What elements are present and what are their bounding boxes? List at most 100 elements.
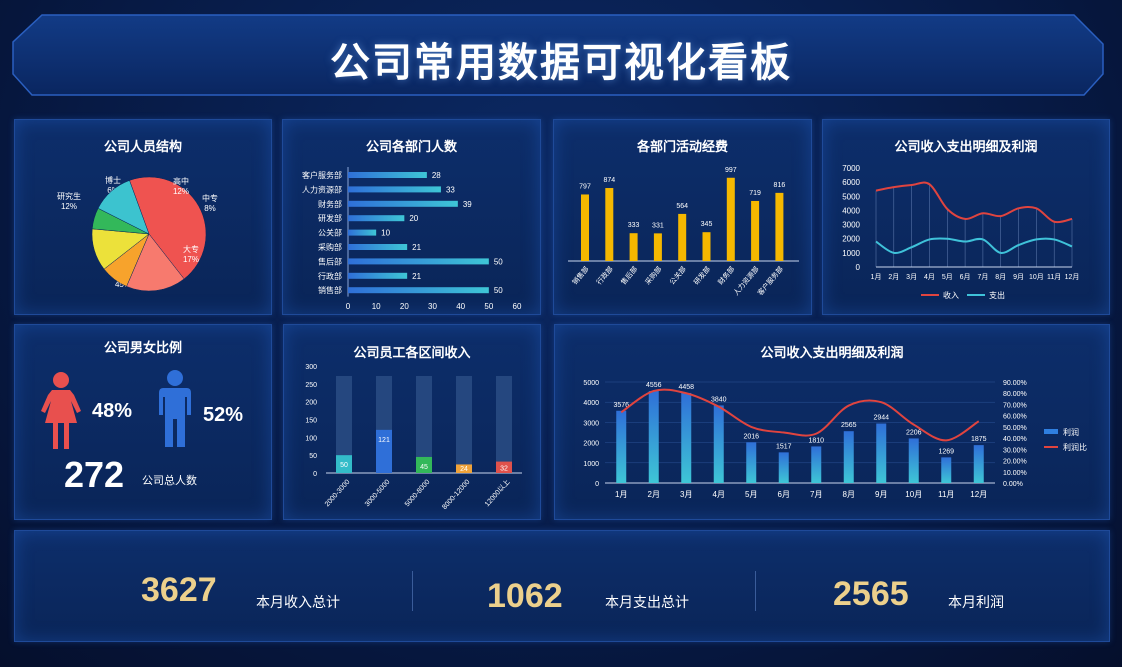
kpi-divider — [755, 571, 756, 611]
data-label: 2565 — [841, 422, 857, 429]
y2-tick-label: 70.00% — [1003, 402, 1027, 409]
x-tick-label: 研发部 — [692, 265, 712, 287]
bar — [605, 188, 614, 261]
department-expense-chart: 797 销售部 874 行政部 333 售后部 331 采购部 564 公关部 345 研发部 997 财… — [568, 167, 799, 297]
data-label: 2944 — [873, 415, 889, 422]
bar — [678, 213, 687, 261]
y-tick-label: 250 — [305, 382, 317, 389]
profit-combo-title: 公司收入支出明细及利润 — [760, 345, 904, 360]
series-line — [875, 181, 1073, 224]
legend-label: 支出 — [989, 290, 1005, 300]
x-tick-label: 50 — [484, 302, 493, 311]
bar — [973, 445, 984, 483]
y-tick-label: 2000 — [842, 235, 860, 244]
y-tick-label: 1000 — [842, 249, 860, 258]
y2-tick-label: 20.00% — [1003, 459, 1027, 466]
personnel-title: 公司人员结构 — [103, 139, 182, 154]
y-tick-label: 客户服务部 — [302, 170, 342, 180]
y2-tick-label: 90.00% — [1003, 380, 1027, 387]
profit-combo-chart: 0 1000 2000 3000 4000 5000 0.00% 10.00% 20.00% 30… — [583, 380, 1087, 499]
data-label: 3576 — [613, 402, 629, 409]
y-tick-label: 5000 — [583, 380, 599, 387]
x-tick-label: 11月 — [938, 490, 954, 499]
y-tick-label: 采购部 — [318, 242, 342, 252]
data-label: 2206 — [906, 429, 922, 436]
income-expense-title: 公司收入支出明细及利润 — [894, 139, 1038, 154]
bar-background — [496, 375, 512, 473]
salary-range-chart: 0 50 100 150 200 250 300 50 2000-3000 121 3000-500… — [305, 364, 522, 512]
x-tick-label: 12月 — [970, 490, 987, 499]
x-tick-label: 8000-12000 — [441, 479, 471, 512]
bar — [581, 194, 589, 261]
bar — [348, 258, 489, 265]
data-label: 345 — [701, 221, 713, 228]
profit-combo-panel: 公司收入支出明细及利润 0 1000 2000 3000 4000 5000 0.00% 10… — [554, 324, 1110, 520]
kpi-profit-value: 2565 — [833, 575, 909, 613]
y2-tick-label: 80.00% — [1003, 391, 1027, 398]
x-tick-label: 3月 — [906, 273, 917, 281]
header-frame — [12, 14, 1104, 96]
bar — [348, 244, 408, 250]
bar — [702, 232, 711, 261]
bar — [348, 272, 408, 279]
pie-slice-value: 12% — [173, 187, 189, 196]
data-label: 874 — [603, 177, 615, 184]
y-tick-label: 公关部 — [318, 228, 342, 238]
bar — [941, 457, 952, 483]
department-count-chart: 客户服务部 28 人力资源部 33 财务部 39 研发部 20 公关部 10 采购部 21 售后部 50 行… — [302, 167, 522, 311]
x-tick-label: 8月 — [995, 273, 1006, 281]
data-label: 33 — [446, 185, 455, 194]
x-tick-label: 11月 — [1047, 273, 1061, 281]
bar — [653, 233, 662, 261]
x-tick-label: 10月 — [1029, 273, 1044, 281]
bar — [616, 410, 627, 483]
x-tick-label: 采购部 — [643, 265, 663, 287]
pie-slice-value: 8% — [204, 204, 216, 213]
bar — [843, 431, 854, 483]
x-tick-label: 60 — [513, 302, 522, 311]
bar — [348, 186, 441, 193]
x-tick-label: 8月 — [843, 490, 855, 499]
bar — [726, 177, 735, 261]
kpi-profit-label: 本月利润 — [948, 594, 1004, 610]
kpi-expense-label: 本月支出总计 — [605, 594, 689, 610]
gender-panel: 公司男女比例 48% 52% 272 公司总人数 — [14, 324, 272, 520]
bar — [713, 405, 724, 483]
y-tick-label: 销售部 — [318, 285, 342, 295]
y-tick-label: 0 — [313, 471, 317, 478]
x-tick-label: 行政部 — [594, 265, 614, 287]
pie-slice-label: 高中 — [173, 176, 189, 186]
y-tick-label: 5000 — [842, 192, 860, 201]
bar — [376, 429, 392, 473]
kpi-expense-value: 1062 — [487, 577, 563, 615]
y2-tick-label: 10.00% — [1003, 470, 1027, 477]
pie-slice-label: 博士 — [105, 175, 121, 185]
page-title: 公司常用数据可视化看板 — [330, 41, 792, 85]
y-tick-label: 6000 — [842, 178, 860, 187]
x-tick-label: 5月 — [942, 273, 953, 281]
legend-label: 利润 — [1063, 427, 1079, 437]
data-label: 4458 — [678, 384, 694, 391]
x-tick-label: 12月 — [1065, 273, 1080, 281]
y-tick-label: 7000 — [842, 164, 860, 173]
data-label: 32 — [500, 466, 508, 473]
pie-slice — [126, 233, 185, 292]
y-tick-label: 2000 — [583, 441, 599, 448]
y-tick-label: 0 — [595, 481, 599, 488]
x-tick-label: 40 — [456, 302, 465, 311]
pie-slice-label: 中专 — [202, 193, 218, 203]
bar — [348, 215, 405, 222]
data-label: 1875 — [971, 436, 987, 443]
y-tick-label: 100 — [305, 435, 317, 442]
bar — [908, 438, 919, 483]
x-tick-label: 9月 — [875, 490, 887, 499]
series-line — [875, 237, 1073, 254]
x-tick-label: 30 — [428, 302, 437, 311]
y-tick-label: 150 — [305, 418, 317, 425]
pie-slice — [129, 176, 207, 280]
bar — [681, 392, 692, 483]
data-label: 331 — [652, 222, 664, 229]
income-expense-panel: 公司收入支出明细及利润 0 1000 2000 3000 4000 5000 6000 700… — [822, 119, 1110, 315]
x-tick-label: 3000-5000 — [364, 479, 392, 509]
